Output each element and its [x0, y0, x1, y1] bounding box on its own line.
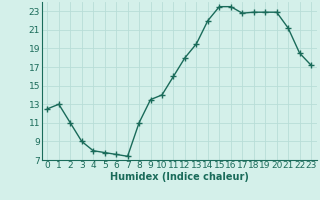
X-axis label: Humidex (Indice chaleur): Humidex (Indice chaleur) [110, 172, 249, 182]
